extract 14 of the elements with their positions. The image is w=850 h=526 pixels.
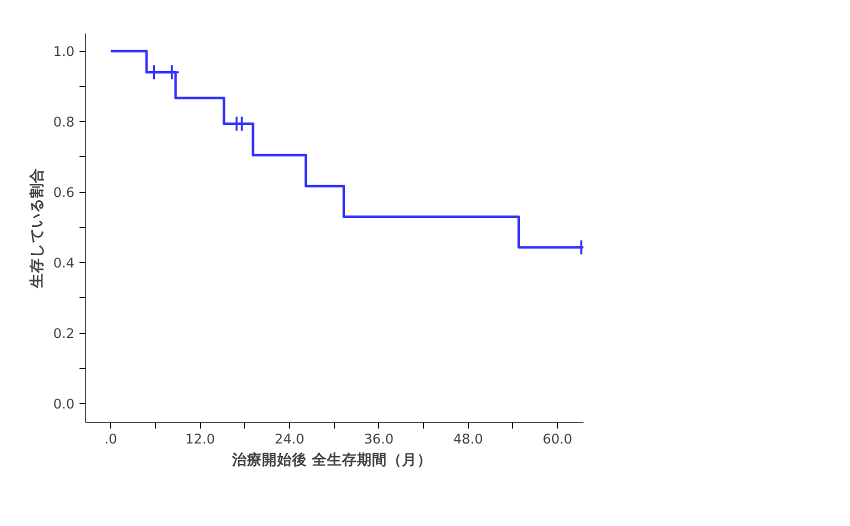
x-tick-label: 12.0: [185, 432, 215, 448]
y-tick-label: 0.4: [53, 256, 75, 272]
x-tick-label: 36.0: [364, 432, 394, 448]
y-tick-label: 1.0: [53, 45, 75, 60]
x-tick-label: 24.0: [274, 432, 304, 448]
x-tick-label: 48.0: [453, 432, 483, 448]
x-tick-label: 60.0: [542, 432, 572, 448]
x-tick-label: .0: [104, 432, 118, 448]
y-tick-label: 0.2: [53, 327, 75, 342]
y-tick-label: 0.0: [53, 397, 75, 412]
y-tick-label: 0.8: [53, 116, 75, 131]
x-axis-title: 治療開始後 全生存期間（月）: [230, 450, 432, 468]
y-tick-label: 0.6: [53, 186, 75, 202]
y-axis-title: 生存している割合: [28, 168, 46, 289]
